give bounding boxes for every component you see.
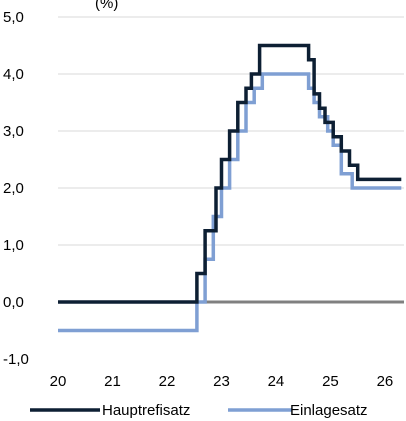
- y-tick-label: 1,0: [3, 237, 24, 254]
- series-layer: [58, 43, 402, 333]
- series-line-hauptrefisatz: [58, 43, 402, 304]
- x-tick-label: 22: [159, 373, 176, 390]
- series-line-einlagesatz: [58, 72, 402, 333]
- x-tick-label: 21: [104, 373, 121, 390]
- x-axis-ticks: 20 21 22 23 24 25 26: [50, 373, 394, 390]
- y-tick-label: -1,0: [3, 351, 29, 368]
- legend: Hauptrefisatz Einlagesatz: [30, 402, 368, 419]
- y-tick-label: 2,0: [3, 180, 24, 197]
- y-tick-label: 5,0: [3, 9, 24, 26]
- legend-label-hauptrefisatz: Hauptrefisatz: [102, 402, 190, 419]
- y-tick-label: 0,0: [3, 294, 24, 311]
- x-tick-label: 24: [268, 373, 285, 390]
- x-tick-label: 23: [213, 373, 230, 390]
- y-tick-label: 3,0: [3, 123, 24, 140]
- y-axis-ticks: -1,0 0,0 1,0 2,0 3,0 4,0 5,0: [3, 9, 29, 368]
- x-tick-label: 20: [50, 373, 67, 390]
- chart-title-fragment: (%): [95, 0, 118, 12]
- x-tick-label: 26: [377, 373, 394, 390]
- legend-label-einlagesatz: Einlagesatz: [290, 402, 368, 419]
- x-tick-label: 25: [322, 373, 339, 390]
- y-tick-label: 4,0: [3, 66, 24, 83]
